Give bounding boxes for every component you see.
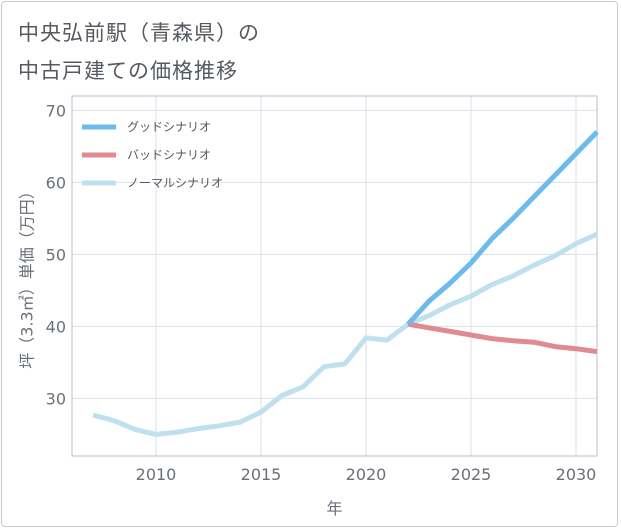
series-lines (92, 130, 599, 437)
y-tick-label: 30 (46, 389, 66, 408)
x-tick-label: 2010 (136, 465, 177, 484)
legend-label: ノーマルシナリオ (127, 176, 223, 190)
legend-label: グッドシナリオ (127, 120, 211, 134)
series-line-2 (92, 231, 599, 437)
y-tick-label: 60 (46, 173, 66, 192)
chart-title-line-1: 中央弘前駅（青森県）の (18, 21, 260, 45)
x-tick-label: 2025 (451, 465, 492, 484)
x-tick-label: 2020 (346, 465, 387, 484)
grid-lines (72, 96, 597, 456)
legend-label: バッドシナリオ (127, 148, 211, 162)
chart-title: 中央弘前駅（青森県）の 中古戸建ての価格推移 (18, 14, 260, 90)
x-axis-label: 年 (326, 499, 342, 518)
y-tick-label: 70 (46, 101, 66, 120)
series-line-1 (407, 321, 598, 355)
axis-ticks: 2010 2015 2020 2025 2030 30 40 50 60 70 (46, 101, 597, 484)
chart-title-line-2: 中古戸建ての価格推移 (18, 59, 238, 83)
y-axis-label: 坪（3.3㎡）単価（万円） (18, 183, 37, 368)
series-line-0 (406, 130, 599, 326)
x-tick-label: 2030 (556, 465, 597, 484)
plot-frame (71, 95, 598, 457)
y-tick-label: 50 (46, 245, 66, 264)
y-tick-label: 40 (46, 317, 66, 336)
x-tick-label: 2015 (241, 465, 282, 484)
